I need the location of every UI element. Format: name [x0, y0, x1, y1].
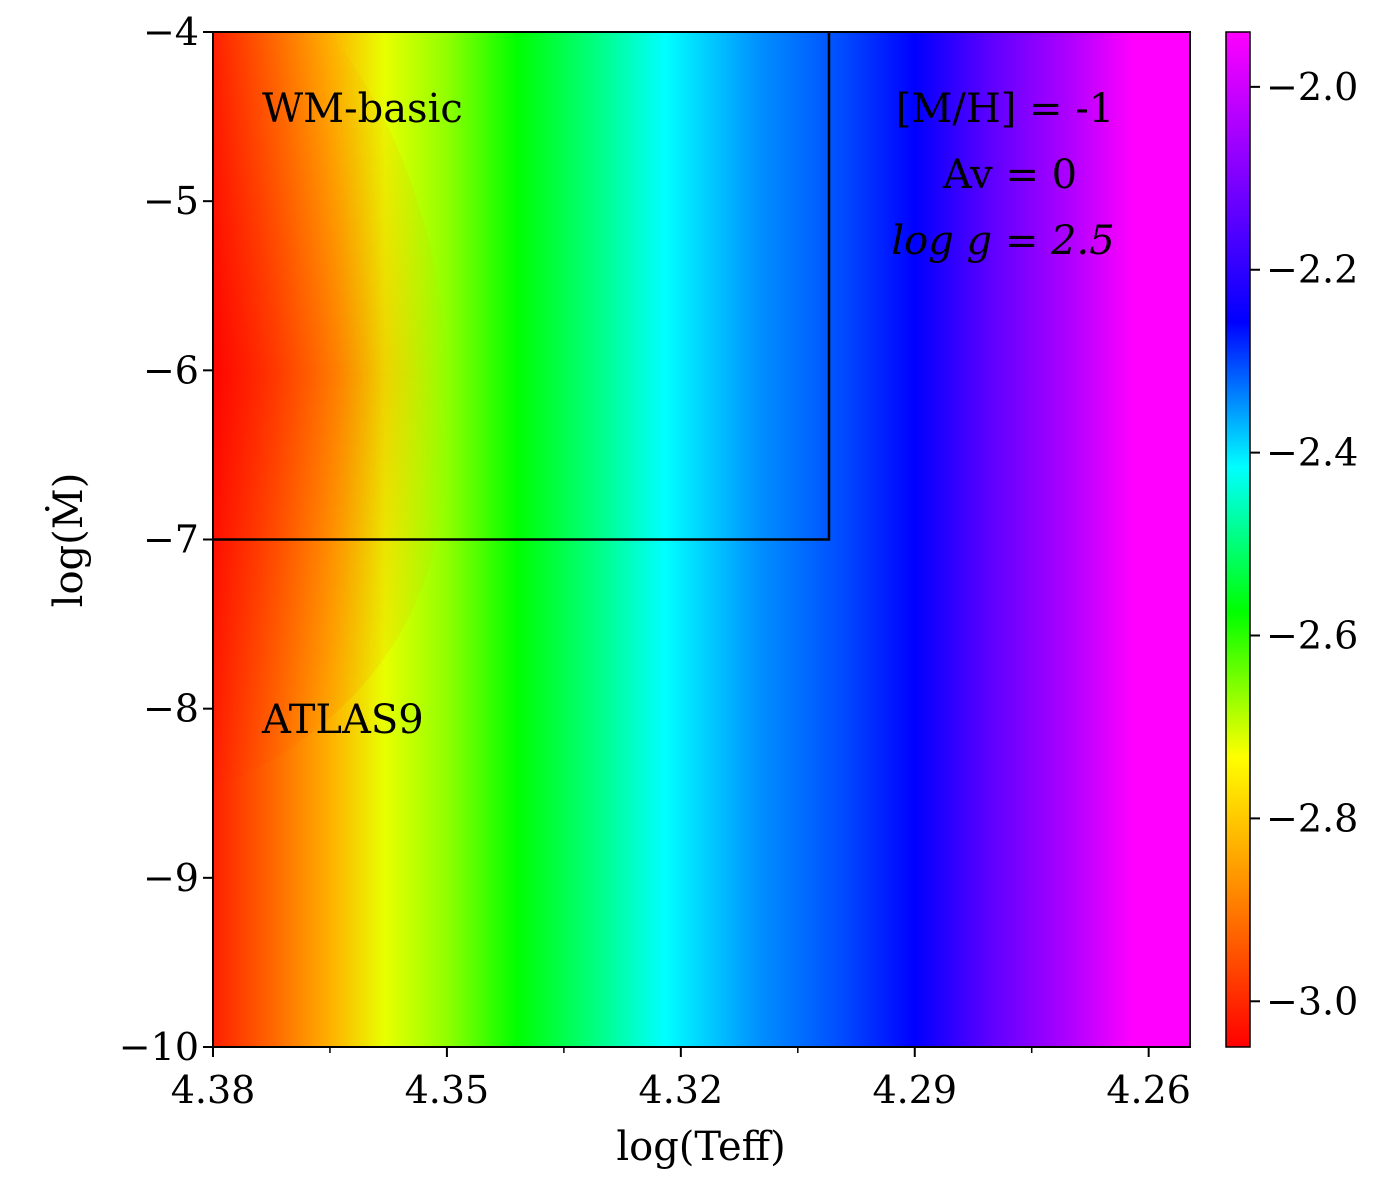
- colorbar-tick-label: −2.2: [1266, 248, 1358, 292]
- colorbar-tick-label: −2.4: [1266, 431, 1358, 475]
- y-tick-label: −7: [143, 518, 199, 562]
- y-tick-label: −4: [143, 10, 199, 54]
- colorbar-tick-label: −2.0: [1266, 65, 1358, 109]
- x-axis: 4.38 4.35 4.32 4.29 4.26: [171, 1047, 1191, 1112]
- y-tick-label: −9: [143, 856, 199, 900]
- colorbar-tick-label: −2.6: [1266, 614, 1358, 658]
- metallicity-annotation: [M/H] = -1: [896, 86, 1114, 132]
- x-tick-label: 4.26: [1106, 1068, 1191, 1112]
- region-label-wm-basic: WM-basic: [262, 86, 463, 132]
- y-tick-label: −5: [143, 179, 199, 223]
- x-tick-label: 4.35: [405, 1068, 490, 1112]
- y-tick-label: −6: [143, 348, 199, 392]
- x-tick-label: 4.32: [639, 1068, 724, 1112]
- colorbar: −3.0 −2.8 −2.6 −2.4 −2.2 −2.0: [1225, 31, 1358, 1048]
- colorbar-gradient: [1225, 31, 1251, 1048]
- wm-basic-region-boundary: [213, 32, 831, 541]
- region-label-atlas9: ATLAS9: [261, 697, 424, 743]
- gravity-annotation: log g = 2.5: [891, 218, 1114, 264]
- y-tick-label: −8: [143, 687, 199, 731]
- extinction-annotation: Av = 0: [942, 152, 1077, 198]
- y-axis-title: log(Ṁ): [45, 473, 92, 608]
- x-tick-label: 4.38: [171, 1068, 256, 1112]
- heatmap-hot-bulge: [213, 32, 449, 790]
- y-axis: −10 −9 −8 −7 −6 −5 −4: [119, 10, 213, 1069]
- y-tick-label: −10: [119, 1025, 199, 1069]
- x-axis-title: log(Teff): [616, 1124, 785, 1170]
- x-tick-label: 4.29: [872, 1068, 957, 1112]
- colorbar-tick-label: −3.0: [1266, 979, 1358, 1023]
- colorbar-tick-label: −2.8: [1266, 796, 1358, 840]
